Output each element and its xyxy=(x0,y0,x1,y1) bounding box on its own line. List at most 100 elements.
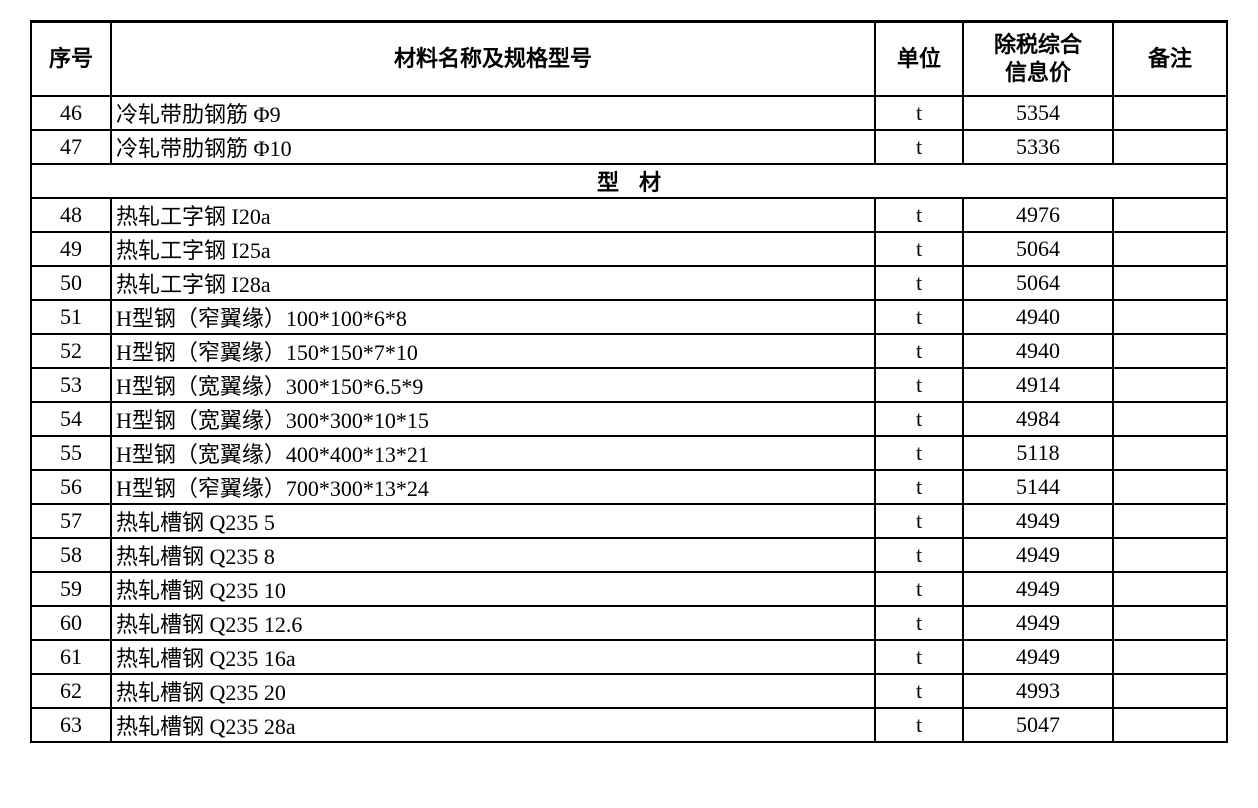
cell-unit: t xyxy=(875,96,963,130)
table-row: 63热轧槽钢 Q235 28at5047 xyxy=(31,708,1227,742)
cell-seq: 57 xyxy=(31,504,111,538)
cell-name: H型钢（窄翼缘）150*150*7*10 xyxy=(111,334,875,368)
cell-price: 4993 xyxy=(963,674,1113,708)
cell-seq: 47 xyxy=(31,130,111,164)
cell-name: 热轧槽钢 Q235 12.6 xyxy=(111,606,875,640)
cell-name: 冷轧带肋钢筋 Φ9 xyxy=(111,96,875,130)
table-row: 51H型钢（窄翼缘）100*100*6*8t4940 xyxy=(31,300,1227,334)
cell-unit: t xyxy=(875,334,963,368)
cell-unit: t xyxy=(875,130,963,164)
cell-seq: 48 xyxy=(31,198,111,232)
cell-note xyxy=(1113,334,1227,368)
cell-note xyxy=(1113,504,1227,538)
cell-unit: t xyxy=(875,232,963,266)
col-header-name: 材料名称及规格型号 xyxy=(111,22,875,96)
cell-name: 热轧槽钢 Q235 8 xyxy=(111,538,875,572)
col-header-price-line2: 信息价 xyxy=(1005,60,1071,85)
cell-seq: 59 xyxy=(31,572,111,606)
cell-price: 5064 xyxy=(963,232,1113,266)
cell-price: 5118 xyxy=(963,436,1113,470)
cell-unit: t xyxy=(875,198,963,232)
cell-price: 4940 xyxy=(963,300,1113,334)
cell-unit: t xyxy=(875,436,963,470)
cell-name: H型钢（窄翼缘）700*300*13*24 xyxy=(111,470,875,504)
cell-price: 5144 xyxy=(963,470,1113,504)
table-row: 54H型钢（宽翼缘）300*300*10*15t4984 xyxy=(31,402,1227,436)
cell-name: H型钢（宽翼缘）300*150*6.5*9 xyxy=(111,368,875,402)
col-header-unit: 单位 xyxy=(875,22,963,96)
cell-price: 4949 xyxy=(963,572,1113,606)
cell-note xyxy=(1113,266,1227,300)
cell-note xyxy=(1113,232,1227,266)
cell-seq: 52 xyxy=(31,334,111,368)
cell-price: 4940 xyxy=(963,334,1113,368)
cell-seq: 50 xyxy=(31,266,111,300)
cell-note xyxy=(1113,402,1227,436)
cell-name: 热轧工字钢 I20a xyxy=(111,198,875,232)
table-row: 49热轧工字钢 I25at5064 xyxy=(31,232,1227,266)
cell-name: 热轧槽钢 Q235 5 xyxy=(111,504,875,538)
section-title: 型材 xyxy=(31,164,1227,198)
cell-price: 5047 xyxy=(963,708,1113,742)
cell-name: 热轧槽钢 Q235 28a xyxy=(111,708,875,742)
cell-seq: 62 xyxy=(31,674,111,708)
cell-note xyxy=(1113,708,1227,742)
table-header-row: 序号 材料名称及规格型号 单位 除税综合 信息价 备注 xyxy=(31,22,1227,96)
cell-note xyxy=(1113,606,1227,640)
cell-seq: 46 xyxy=(31,96,111,130)
table-row: 48热轧工字钢 I20at4976 xyxy=(31,198,1227,232)
table-row: 61热轧槽钢 Q235 16at4949 xyxy=(31,640,1227,674)
table-row: 型材 xyxy=(31,164,1227,198)
cell-seq: 60 xyxy=(31,606,111,640)
cell-price: 4984 xyxy=(963,402,1113,436)
table-row: 62热轧槽钢 Q235 20t4993 xyxy=(31,674,1227,708)
cell-seq: 49 xyxy=(31,232,111,266)
table-row: 52H型钢（窄翼缘）150*150*7*10t4940 xyxy=(31,334,1227,368)
cell-seq: 54 xyxy=(31,402,111,436)
cell-unit: t xyxy=(875,640,963,674)
cell-price: 5064 xyxy=(963,266,1113,300)
cell-price: 5354 xyxy=(963,96,1113,130)
cell-note xyxy=(1113,640,1227,674)
cell-name: 热轧工字钢 I28a xyxy=(111,266,875,300)
cell-note xyxy=(1113,436,1227,470)
table-row: 56H型钢（窄翼缘）700*300*13*24t5144 xyxy=(31,470,1227,504)
cell-note xyxy=(1113,96,1227,130)
cell-name: H型钢（宽翼缘）400*400*13*21 xyxy=(111,436,875,470)
cell-price: 4949 xyxy=(963,640,1113,674)
cell-name: 热轧工字钢 I25a xyxy=(111,232,875,266)
cell-note xyxy=(1113,198,1227,232)
cell-unit: t xyxy=(875,368,963,402)
cell-unit: t xyxy=(875,538,963,572)
table-row: 50热轧工字钢 I28at5064 xyxy=(31,266,1227,300)
cell-unit: t xyxy=(875,504,963,538)
cell-name: 热轧槽钢 Q235 10 xyxy=(111,572,875,606)
cell-name: H型钢（宽翼缘）300*300*10*15 xyxy=(111,402,875,436)
col-header-note: 备注 xyxy=(1113,22,1227,96)
table-row: 58热轧槽钢 Q235 8t4949 xyxy=(31,538,1227,572)
cell-seq: 63 xyxy=(31,708,111,742)
table-row: 47冷轧带肋钢筋 Φ10t5336 xyxy=(31,130,1227,164)
cell-note xyxy=(1113,674,1227,708)
table-row: 59热轧槽钢 Q235 10t4949 xyxy=(31,572,1227,606)
cell-name: 热轧槽钢 Q235 16a xyxy=(111,640,875,674)
cell-price: 5336 xyxy=(963,130,1113,164)
cell-note xyxy=(1113,368,1227,402)
cell-price: 4949 xyxy=(963,504,1113,538)
cell-price: 4914 xyxy=(963,368,1113,402)
cell-seq: 55 xyxy=(31,436,111,470)
cell-unit: t xyxy=(875,402,963,436)
col-header-price-line1: 除税综合 xyxy=(994,32,1082,57)
cell-unit: t xyxy=(875,606,963,640)
cell-price: 4949 xyxy=(963,606,1113,640)
cell-price: 4949 xyxy=(963,538,1113,572)
table-row: 46冷轧带肋钢筋 Φ9t5354 xyxy=(31,96,1227,130)
cell-unit: t xyxy=(875,708,963,742)
cell-note xyxy=(1113,538,1227,572)
cell-unit: t xyxy=(875,300,963,334)
materials-price-table: 序号 材料名称及规格型号 单位 除税综合 信息价 备注 46冷轧带肋钢筋 Φ9t… xyxy=(30,20,1228,743)
cell-name: H型钢（窄翼缘）100*100*6*8 xyxy=(111,300,875,334)
cell-note xyxy=(1113,300,1227,334)
table-row: 53H型钢（宽翼缘）300*150*6.5*9t4914 xyxy=(31,368,1227,402)
cell-name: 热轧槽钢 Q235 20 xyxy=(111,674,875,708)
